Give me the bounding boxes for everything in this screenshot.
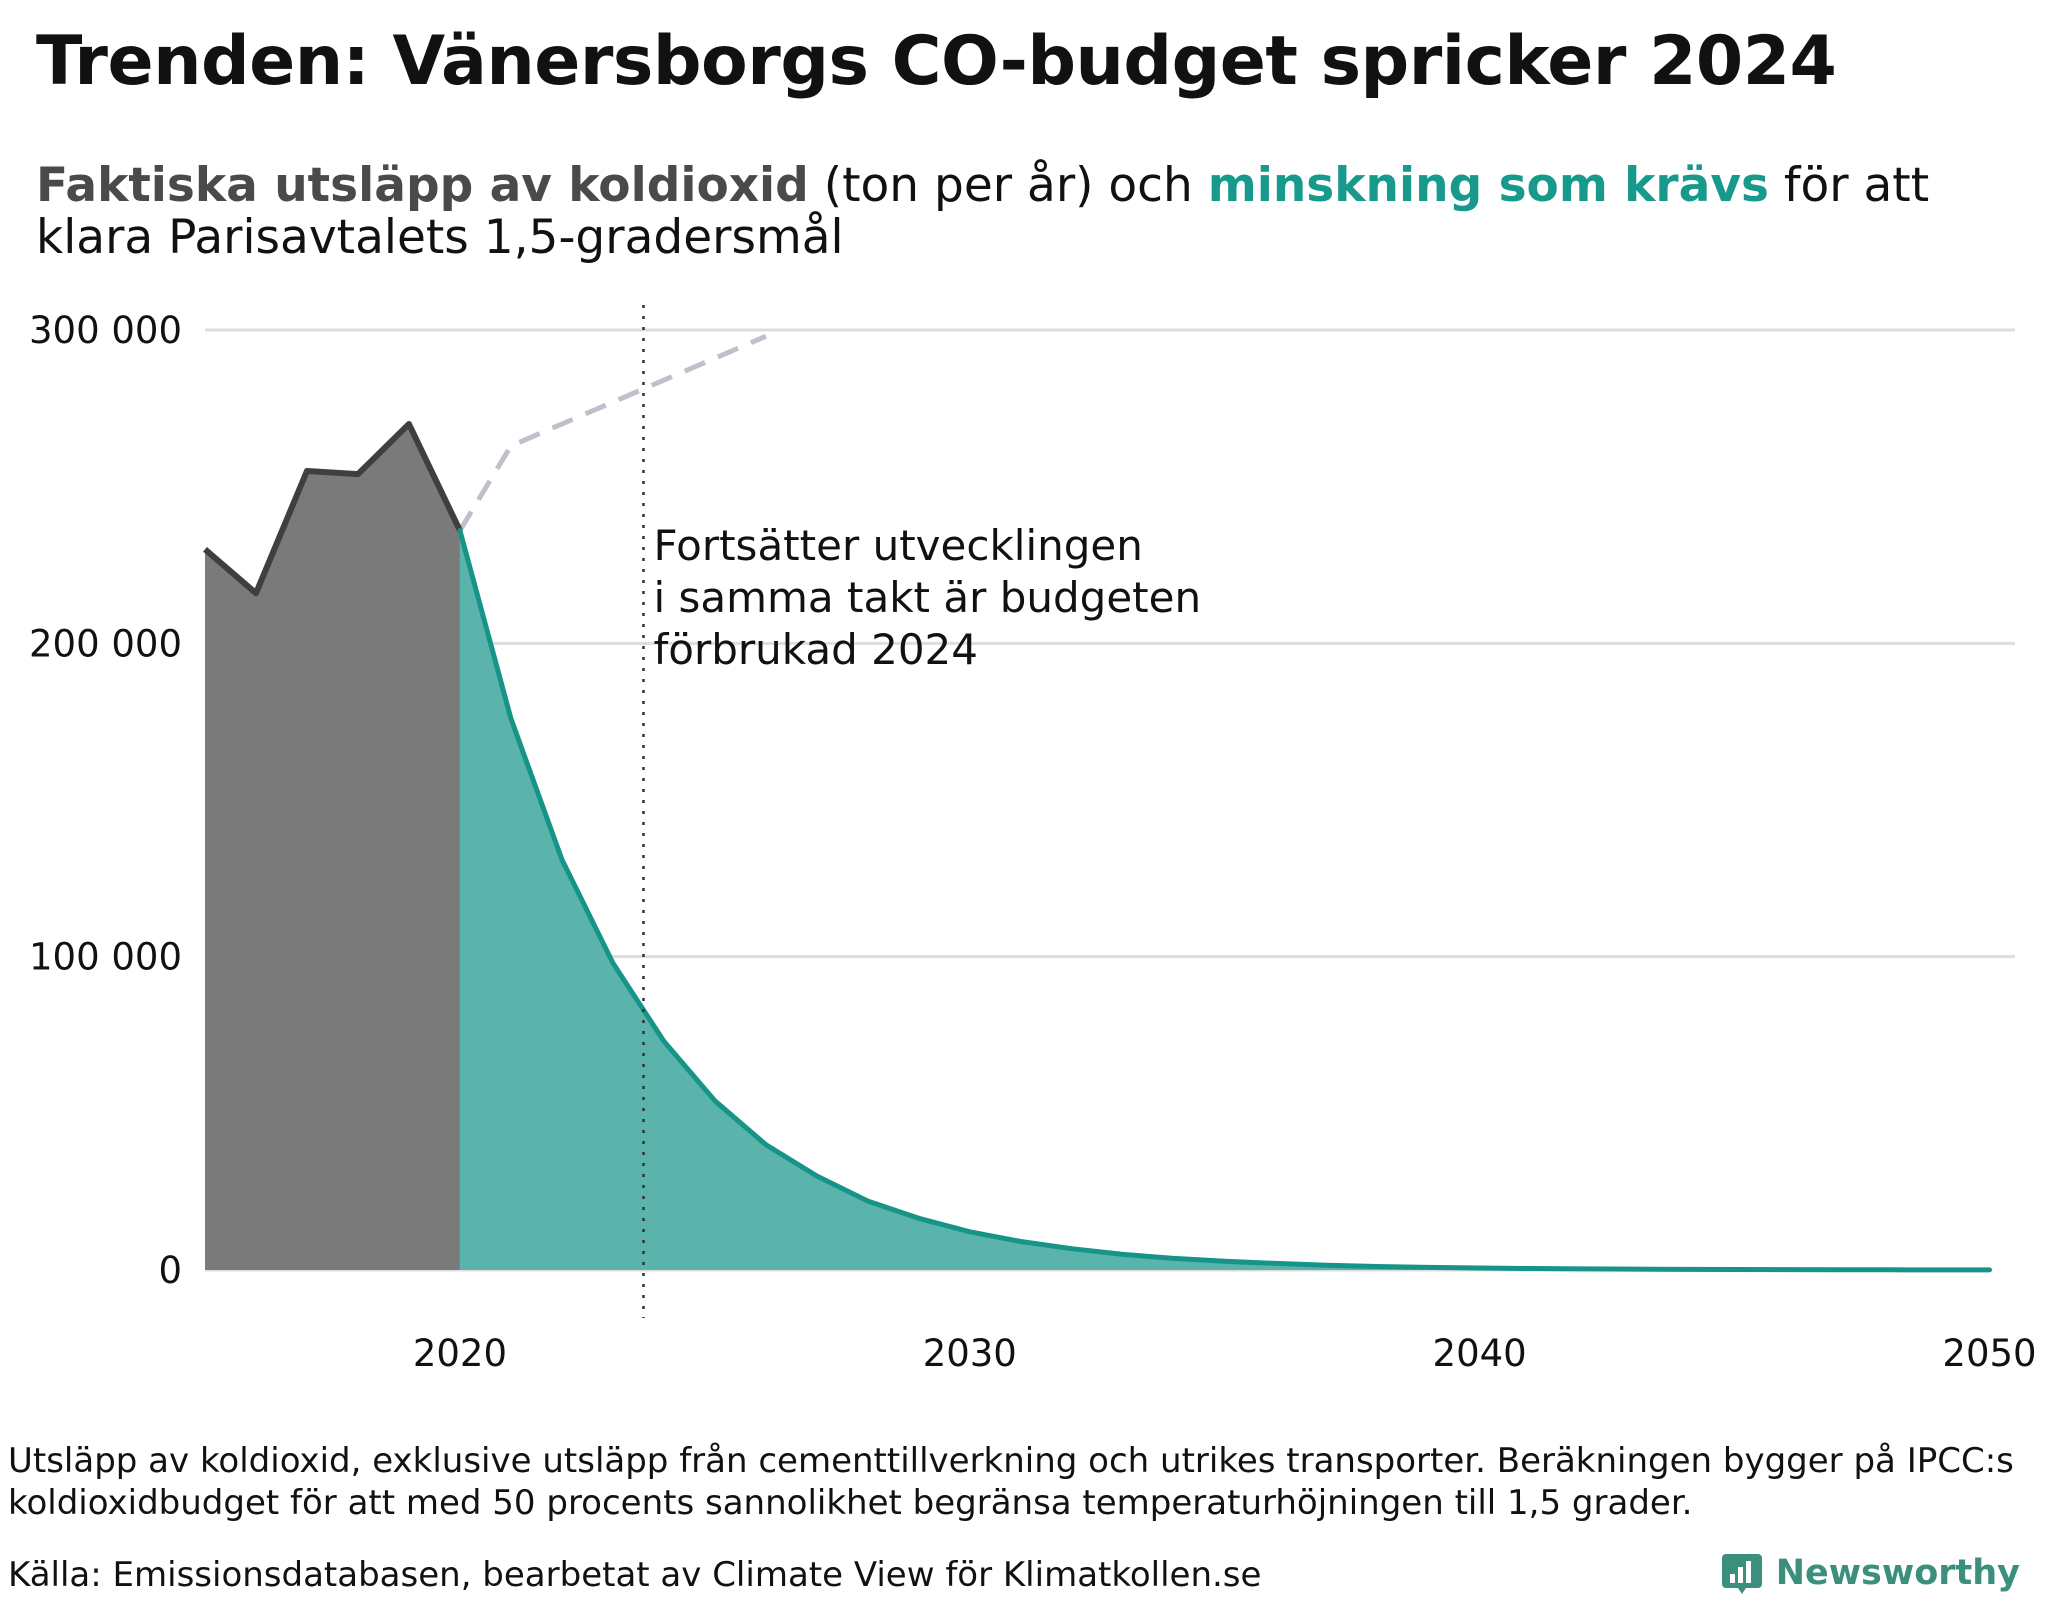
annotation-text: Fortsätter utvecklingen i samma takt är b… <box>653 521 1201 674</box>
y-tick-label: 100 000 <box>29 936 182 979</box>
bar-chart-speech-icon <box>1721 1554 1762 1594</box>
x-tick-label: 2040 <box>1433 1332 1527 1375</box>
y-tick-label: 200 000 <box>29 622 182 665</box>
annotation-layer: Fortsätter utvecklingen i samma takt är b… <box>642 305 1201 1318</box>
brand[interactable]: Newsworthy <box>1720 1550 2020 1596</box>
source-credit: Källa: Emissionsdatabasen, bearbetat av … <box>8 1555 1262 1595</box>
x-tick-label: 2050 <box>1942 1332 2036 1375</box>
required-reduction-area <box>459 530 1990 1270</box>
actual-emissions-line <box>203 421 463 597</box>
trend-dashed-line <box>457 333 767 532</box>
annotation-line: Fortsätter utvecklingen <box>653 521 1142 570</box>
annotation-line: i samma takt är budgeten <box>653 573 1201 622</box>
subtitle-unit-text: (ton per år) och <box>808 158 1208 213</box>
actual-emissions-area <box>205 424 460 1270</box>
y-tick-label: 300 000 <box>29 309 182 352</box>
area-layer <box>205 424 1990 1270</box>
axis-labels: 0 100 000 200 000 300 000 2020 2030 2040 2050 <box>29 309 2037 1375</box>
annotation-line: förbrukad 2024 <box>653 625 978 674</box>
subtitle-goal-text: för att klara Parisavtalets 1,5-gradersm… <box>36 158 1930 265</box>
subtitle-actual-label: Faktiska utsläpp av koldioxid <box>36 158 809 213</box>
chart-subtitle: Faktiska utsläpp av koldioxid (ton per å… <box>36 160 2016 264</box>
line-layer <box>203 333 1993 1273</box>
x-tick-label: 2030 <box>923 1332 1017 1375</box>
emissions-chart: Fortsätter utvecklingen i samma takt är b… <box>29 305 2037 1375</box>
x-tick-label: 2020 <box>413 1332 507 1375</box>
chart-title: Trenden: Vänersborgs CO-budget spricker … <box>36 22 1837 101</box>
brand-name: Newsworthy <box>1775 1553 2020 1593</box>
footnote: Utsläpp av koldioxid, exklusive utsläpp … <box>8 1441 2014 1523</box>
subtitle-required-label: minskning som krävs <box>1207 158 1769 213</box>
y-tick-label: 0 <box>158 1249 182 1292</box>
required-reduction-line <box>457 528 1993 1273</box>
